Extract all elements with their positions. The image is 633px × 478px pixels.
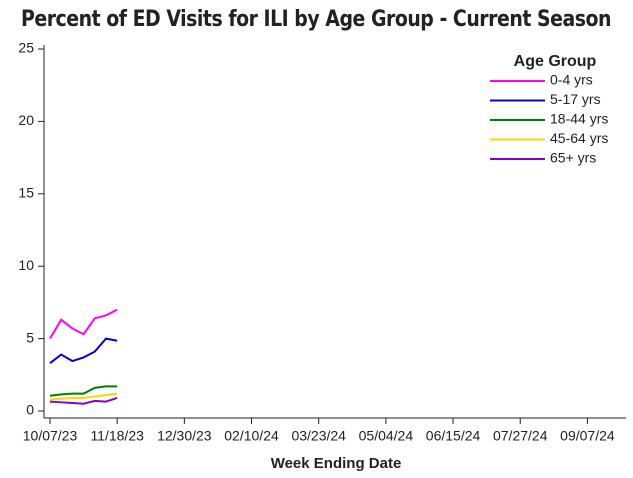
legend-title: Age Group bbox=[514, 53, 597, 70]
x-tick-label: 09/07/24 bbox=[560, 428, 615, 444]
x-tick-label: 11/18/23 bbox=[90, 428, 144, 444]
legend-label: 65+ yrs bbox=[550, 150, 596, 166]
x-tick-label: 05/04/24 bbox=[359, 428, 414, 444]
series-line bbox=[49, 337, 118, 365]
legend-label: 18-44 yrs bbox=[550, 111, 608, 127]
x-tick-label: 02/10/24 bbox=[224, 428, 279, 444]
y-tick-label: 25 bbox=[18, 40, 34, 56]
chart-title: Percent of ED Visits for ILI by Age Grou… bbox=[21, 7, 611, 32]
series-line bbox=[49, 385, 118, 397]
x-tick-label: 07/27/24 bbox=[493, 428, 548, 444]
y-tick-label: 20 bbox=[18, 112, 34, 128]
y-tick-label: 5 bbox=[26, 329, 34, 345]
legend-label: 45-64 yrs bbox=[550, 130, 608, 146]
legend-label: 0-4 yrs bbox=[550, 72, 593, 88]
x-tick-label: 03/23/24 bbox=[291, 428, 346, 444]
x-axis-label: Week Ending Date bbox=[271, 455, 402, 472]
series-line bbox=[49, 397, 118, 405]
y-tick-label: 15 bbox=[18, 185, 34, 201]
x-tick-label: 10/07/23 bbox=[23, 428, 78, 444]
y-tick-label: 10 bbox=[18, 257, 34, 273]
x-tick-label: 12/30/23 bbox=[157, 428, 212, 444]
y-tick-label: 0 bbox=[26, 402, 34, 418]
series-line bbox=[49, 308, 118, 340]
legend-label: 5-17 yrs bbox=[550, 91, 601, 107]
x-tick-label: 06/15/24 bbox=[426, 428, 481, 444]
series-line bbox=[49, 392, 118, 401]
